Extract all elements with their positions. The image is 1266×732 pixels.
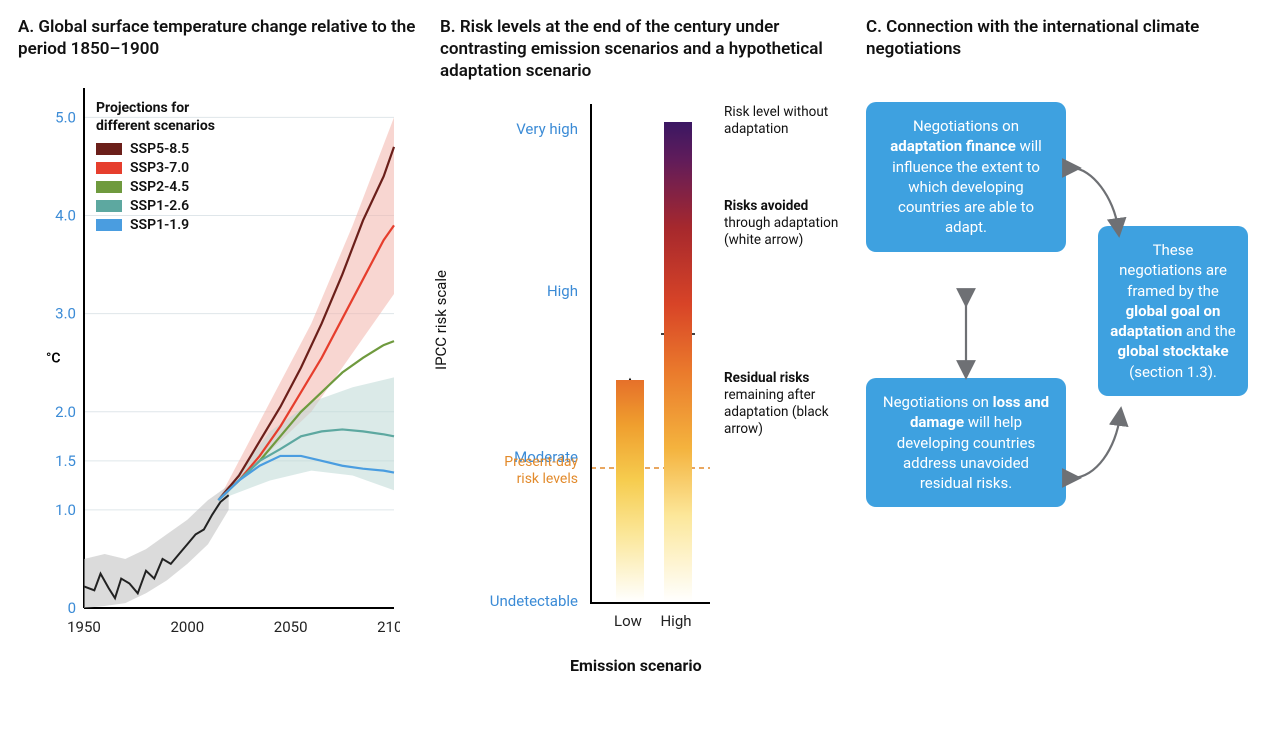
svg-text:5.0: 5.0 bbox=[55, 109, 76, 127]
svg-text:0: 0 bbox=[68, 599, 76, 617]
x-axis-title-b: Emission scenario bbox=[570, 656, 702, 675]
chart-a: Projections fordifferent scenarios SSP5-… bbox=[40, 78, 400, 638]
svg-text:3.0: 3.0 bbox=[55, 305, 76, 323]
risk-level-very-high: Very high bbox=[468, 120, 578, 138]
svg-text:2050: 2050 bbox=[274, 618, 308, 636]
diagram-c: Negotiations on adaptation finance will … bbox=[866, 78, 1238, 648]
panel-a: A. Global surface temperature change rel… bbox=[18, 16, 418, 722]
panel-b-title: B. Risk levels at the end of the century… bbox=[440, 16, 858, 82]
panel-b: B. Risk levels at the end of the century… bbox=[418, 16, 858, 722]
legend-item-ssp1-2-6: SSP1-2.6 bbox=[96, 198, 215, 214]
svg-text:1.0: 1.0 bbox=[55, 501, 76, 519]
risk-bar-low bbox=[616, 380, 644, 602]
svg-text:1.5: 1.5 bbox=[55, 452, 76, 470]
svg-text:2100: 2100 bbox=[377, 618, 400, 636]
risk-bar-high bbox=[664, 122, 692, 602]
svg-text:2.0: 2.0 bbox=[55, 403, 76, 421]
legend-title: Projections fordifferent scenarios bbox=[96, 100, 215, 135]
legend-item-ssp3-7-0: SSP3-7.0 bbox=[96, 160, 215, 176]
annotation-risk-no-adapt: Risk level without adaptation bbox=[724, 104, 854, 138]
risk-level-high: High bbox=[468, 282, 578, 300]
annotation-risks-avoided: Risks avoided through adaptation (white … bbox=[724, 198, 854, 249]
present-day-label: Present-dayrisk levels bbox=[468, 454, 578, 488]
panel-c-title: C. Connection with the international cli… bbox=[866, 16, 1238, 60]
svg-text:1950: 1950 bbox=[67, 618, 101, 636]
svg-text:4.0: 4.0 bbox=[55, 207, 76, 225]
bar-category-low: Low bbox=[608, 612, 648, 630]
legend-item-ssp1-1-9: SSP1-1.9 bbox=[96, 217, 215, 233]
bar-category-high: High bbox=[656, 612, 696, 630]
legend-a: Projections fordifferent scenarios SSP5-… bbox=[96, 100, 215, 236]
svg-text:2000: 2000 bbox=[170, 618, 204, 636]
legend-item-ssp5-8-5: SSP5-8.5 bbox=[96, 141, 215, 157]
arrows-c bbox=[866, 78, 1256, 598]
svg-text:°C: °C bbox=[46, 351, 61, 367]
chart-a-svg: 0 1.0 1.5 2.0 3.0 4.0 5.0 °C 1950 2000 2050 2100 bbox=[40, 78, 400, 658]
risk-level-undetectable: Undetectable bbox=[468, 592, 578, 610]
legend-item-ssp2-4-5: SSP2-4.5 bbox=[96, 179, 215, 195]
annotation-residual-risks: Residual risks remaining after adaptatio… bbox=[724, 370, 854, 438]
chart-b: IPCC risk scale UndetectableModerateHigh… bbox=[440, 100, 858, 660]
panel-a-title: A. Global surface temperature change rel… bbox=[18, 16, 418, 60]
panel-c: C. Connection with the international cli… bbox=[858, 16, 1238, 722]
bars-area bbox=[590, 104, 710, 604]
y-axis-label-b: IPCC risk scale bbox=[432, 270, 450, 370]
